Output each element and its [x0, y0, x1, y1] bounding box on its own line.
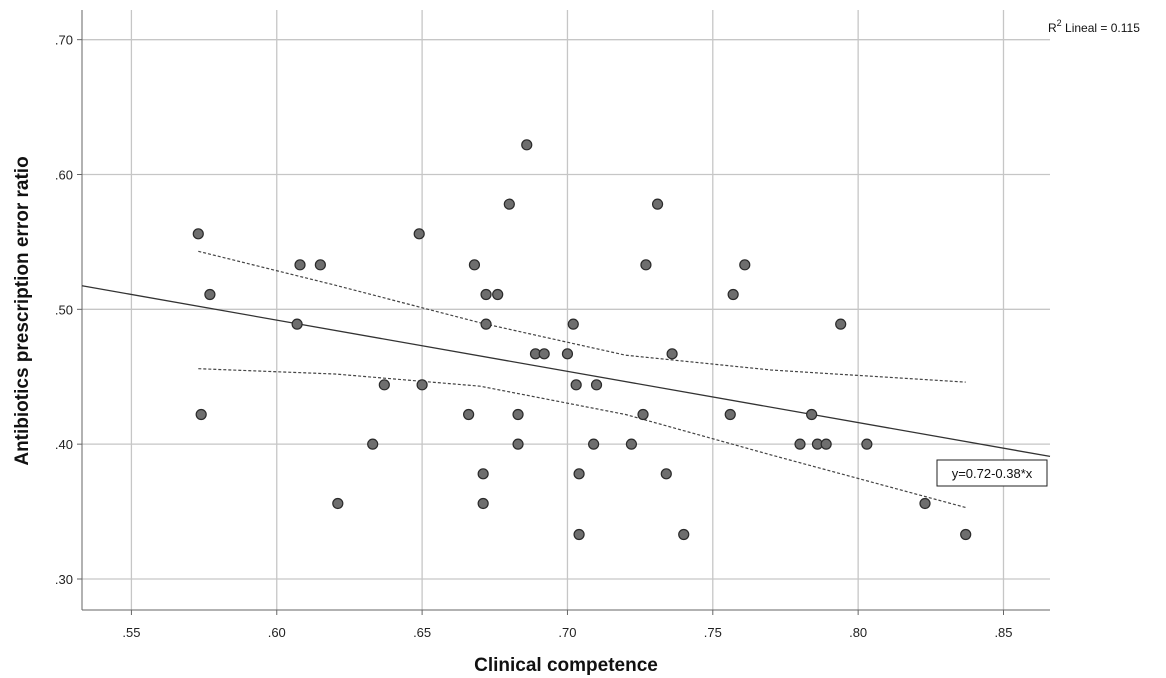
- data-point: [314, 259, 326, 271]
- y-tick-label: .60: [55, 167, 73, 182]
- data-point: [861, 438, 873, 450]
- confidence-interval-lines: [198, 250, 966, 509]
- data-point: [480, 318, 492, 330]
- data-point: [651, 198, 664, 210]
- y-tick-labels: .30 .40 .50 .60 .70: [55, 33, 82, 587]
- data-point: [637, 408, 649, 421]
- data-point: [512, 408, 524, 421]
- data-point: [820, 438, 832, 450]
- data-point: [413, 228, 425, 240]
- data-point: [503, 198, 515, 210]
- data-point: [570, 379, 582, 391]
- ci-lower-line: [198, 368, 966, 509]
- x-axis-title: Clinical competence: [474, 655, 658, 676]
- data-point: [332, 497, 344, 510]
- x-tick-label: .65: [413, 625, 431, 640]
- data-point: [477, 497, 489, 510]
- y-tick-label: .50: [55, 302, 73, 317]
- data-point: [573, 528, 585, 541]
- r-squared-prefix: R: [1048, 21, 1057, 35]
- data-point: [727, 288, 739, 301]
- x-tick-label: .70: [558, 625, 576, 640]
- data-point: [625, 438, 638, 450]
- data-point: [480, 288, 492, 301]
- y-tick-label: .40: [55, 437, 73, 452]
- data-point: [416, 379, 428, 391]
- x-tick-label: .60: [268, 625, 286, 640]
- data-point: [919, 497, 931, 510]
- data-point: [291, 318, 303, 330]
- data-point: [794, 438, 806, 450]
- data-point: [378, 379, 390, 391]
- y-tick-label: .30: [55, 572, 73, 587]
- equation-label: y=0.72-0.38*x: [936, 459, 1048, 487]
- data-point: [477, 468, 489, 480]
- regression-line: [81, 285, 1051, 458]
- x-tick-label: .80: [849, 625, 867, 640]
- axes: [81, 10, 1050, 611]
- data-point: [724, 408, 736, 421]
- equation-box: [936, 459, 1048, 487]
- y-axis-title: Antibiotics prescription error ratio: [12, 156, 33, 465]
- data-point: [806, 408, 818, 421]
- data-points: [192, 139, 972, 541]
- grid-lines: [82, 10, 1050, 610]
- data-point: [640, 259, 652, 271]
- fit-line-layer: [81, 285, 1051, 458]
- x-tick-labels: .55 .60 .65 .70 .75 .80 .85: [122, 610, 1013, 640]
- data-point: [590, 379, 603, 391]
- data-point: [660, 468, 672, 480]
- data-point: [666, 348, 678, 360]
- data-point: [960, 528, 972, 541]
- y-tick-label: .70: [55, 33, 73, 48]
- r-squared-value: Lineal = 0.115: [1062, 21, 1141, 35]
- data-point: [521, 139, 533, 151]
- data-point: [739, 259, 751, 271]
- data-point: [561, 348, 574, 360]
- data-point: [588, 438, 600, 450]
- data-point: [294, 259, 306, 271]
- r-squared-superscript: 2: [1057, 18, 1062, 28]
- data-point: [367, 438, 379, 450]
- data-point: [492, 288, 504, 301]
- data-point: [512, 438, 524, 450]
- x-tick-label: .75: [704, 625, 722, 640]
- data-point: [195, 408, 207, 421]
- r-squared-label: R2 Lineal = 0.115: [1048, 18, 1140, 35]
- ci-upper-line: [198, 250, 966, 383]
- equation-text: y=0.72-0.38*x: [952, 466, 1033, 481]
- data-point: [463, 408, 475, 421]
- data-point: [538, 348, 550, 360]
- data-point: [204, 288, 216, 301]
- data-point: [835, 318, 847, 330]
- x-tick-label: .55: [122, 625, 140, 640]
- data-point: [192, 228, 204, 240]
- data-point: [468, 259, 481, 271]
- data-point: [567, 318, 579, 330]
- x-tick-label: .85: [994, 625, 1012, 640]
- data-point: [678, 528, 690, 541]
- data-point: [573, 468, 585, 480]
